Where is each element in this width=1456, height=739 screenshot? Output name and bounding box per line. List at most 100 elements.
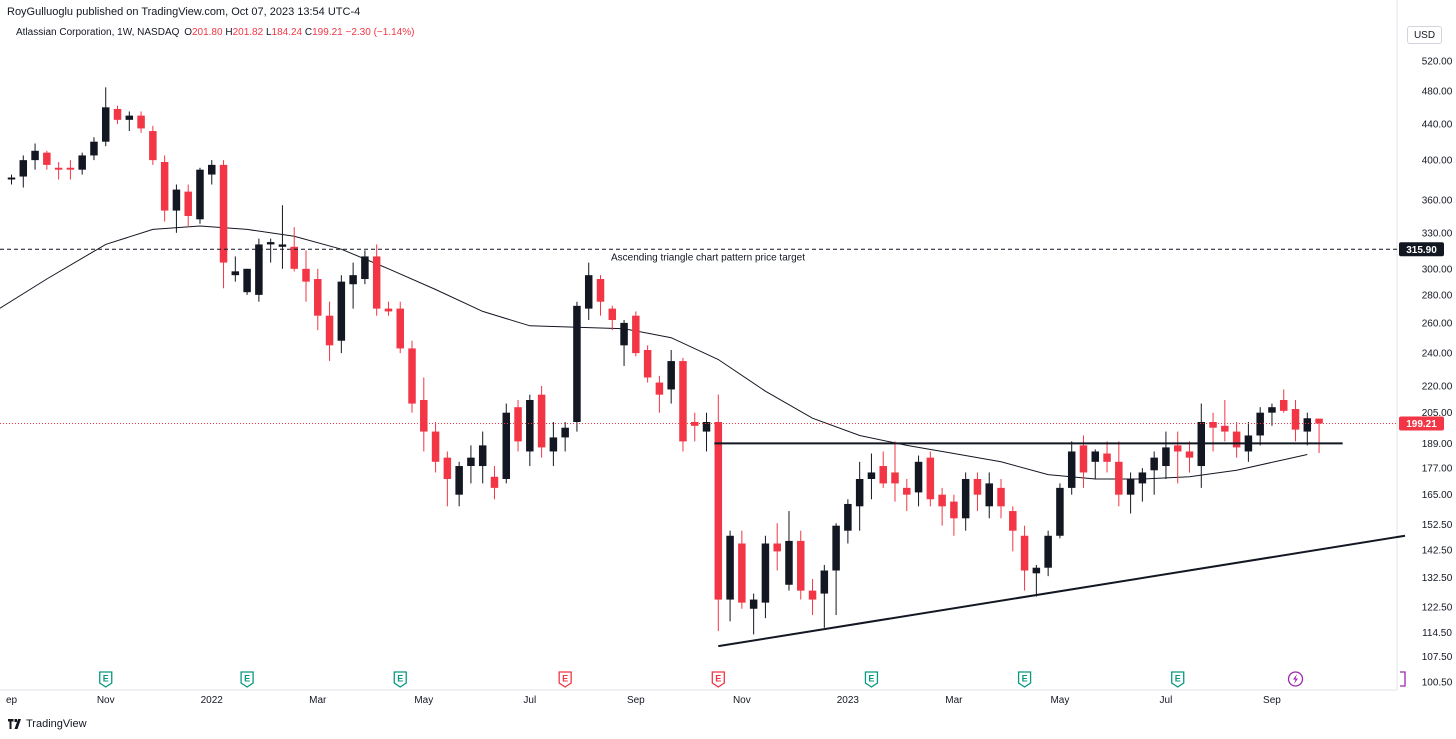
grid-layer [0,0,1398,691]
earnings-event-icon[interactable]: E [99,671,113,688]
candle-body [196,169,204,220]
price-axis[interactable]: 520.00 480.00 440.00 400.00 360.00 330.00 300.… [1422,57,1453,689]
candle [1091,449,1100,479]
footer-brand-label: TradingView [26,718,87,730]
y-tick-label: 260.00 [1422,318,1453,329]
candle [490,466,499,500]
candle-body [561,427,569,438]
publisher-line: RoyGulluoglu published on TradingView.co… [7,6,361,18]
candle-body [1079,445,1088,473]
y-tick-label: 165.00 [1422,490,1453,501]
event-letter: E [397,674,403,684]
candle [1291,399,1300,442]
candle [879,451,887,488]
candle [1103,441,1111,473]
x-tick-label: Sep [1263,695,1281,706]
candle-body [337,281,346,341]
candle [1256,407,1264,446]
candle [855,461,864,531]
candle-body [926,457,935,500]
candle-body [1209,422,1217,428]
candle-body [961,478,970,519]
candle [549,422,558,467]
x-tick-label: Jul [523,695,536,706]
earnings-event-icon[interactable]: E [393,671,407,688]
candle [844,499,852,544]
candle-body [702,422,711,432]
candle [749,593,758,635]
candle [1126,472,1135,514]
candle-body [478,445,487,467]
candle [926,451,935,507]
y-tick-label: 205.00 [1422,408,1453,419]
candle-body [914,461,923,493]
x-tick-label: Nov [97,695,115,706]
candle [78,152,86,175]
earnings-event-icon[interactable]: E [1171,671,1185,688]
earnings-event-icon[interactable]: E [864,671,879,688]
candle-body [243,268,251,293]
candle [196,167,204,224]
candle [1044,530,1052,577]
footer-brand[interactable]: TradingView [8,718,87,730]
candle-body [1268,407,1276,413]
candle-body [172,189,181,211]
candle-body [208,164,216,175]
candle [325,301,334,362]
candle-body [125,115,134,120]
x-tick-label: Nov [733,695,751,706]
candle [184,184,192,228]
candle [125,111,134,132]
candle [408,340,416,413]
candle [832,523,840,616]
y-tick-label: 114.50 [1422,628,1452,639]
candle [278,205,287,269]
candle [54,162,63,180]
candle-body [54,167,63,170]
y-tick-label: 107.50 [1422,652,1453,663]
candle [526,394,534,467]
candle-body [514,407,522,442]
y-tick-label: 360.00 [1422,195,1453,206]
y-tick-label: 220.00 [1422,381,1453,392]
candle [537,385,546,458]
candle-body [808,590,817,600]
candle [608,305,617,331]
earnings-event-icon[interactable]: E [1017,671,1032,688]
candle-body [1044,535,1052,568]
candle [231,256,240,282]
dividend-event-icon[interactable] [1287,671,1304,687]
candle [903,478,911,512]
candle [149,125,157,165]
earnings-event-icon[interactable]: E [711,671,725,688]
candle [1009,506,1017,552]
candle-body [1115,461,1123,495]
candle [891,441,899,502]
earnings-event-icon[interactable]: E [558,671,572,688]
candle-body [90,141,98,156]
candle-body [396,308,404,349]
event-shield [558,671,572,688]
candle-body [679,361,687,442]
candle [938,487,946,526]
y-tick-label: 240.00 [1422,349,1453,360]
change-value: −2.30 (−1.14%) [345,27,415,38]
candle [1244,422,1253,462]
event-shield [1171,671,1185,688]
candle-body [113,108,122,120]
candle-body [1138,472,1147,484]
candle-body [43,152,51,165]
candle-body [101,107,110,142]
event-letter: E [1022,674,1028,684]
y-tick-label: 280.00 [1422,290,1453,301]
candle [797,530,805,600]
candle-body [278,244,287,247]
time-axis[interactable]: ep Nov 2022 Mar May Jul Sep Nov 2023 Mar May Jul Sep [6,695,1281,706]
price-target-badge-label: 315.90 [1406,245,1437,256]
candle [31,143,39,170]
candle-body [502,412,511,479]
currency-button[interactable]: USD [1407,26,1442,44]
earnings-event-icon[interactable]: E [240,671,254,688]
